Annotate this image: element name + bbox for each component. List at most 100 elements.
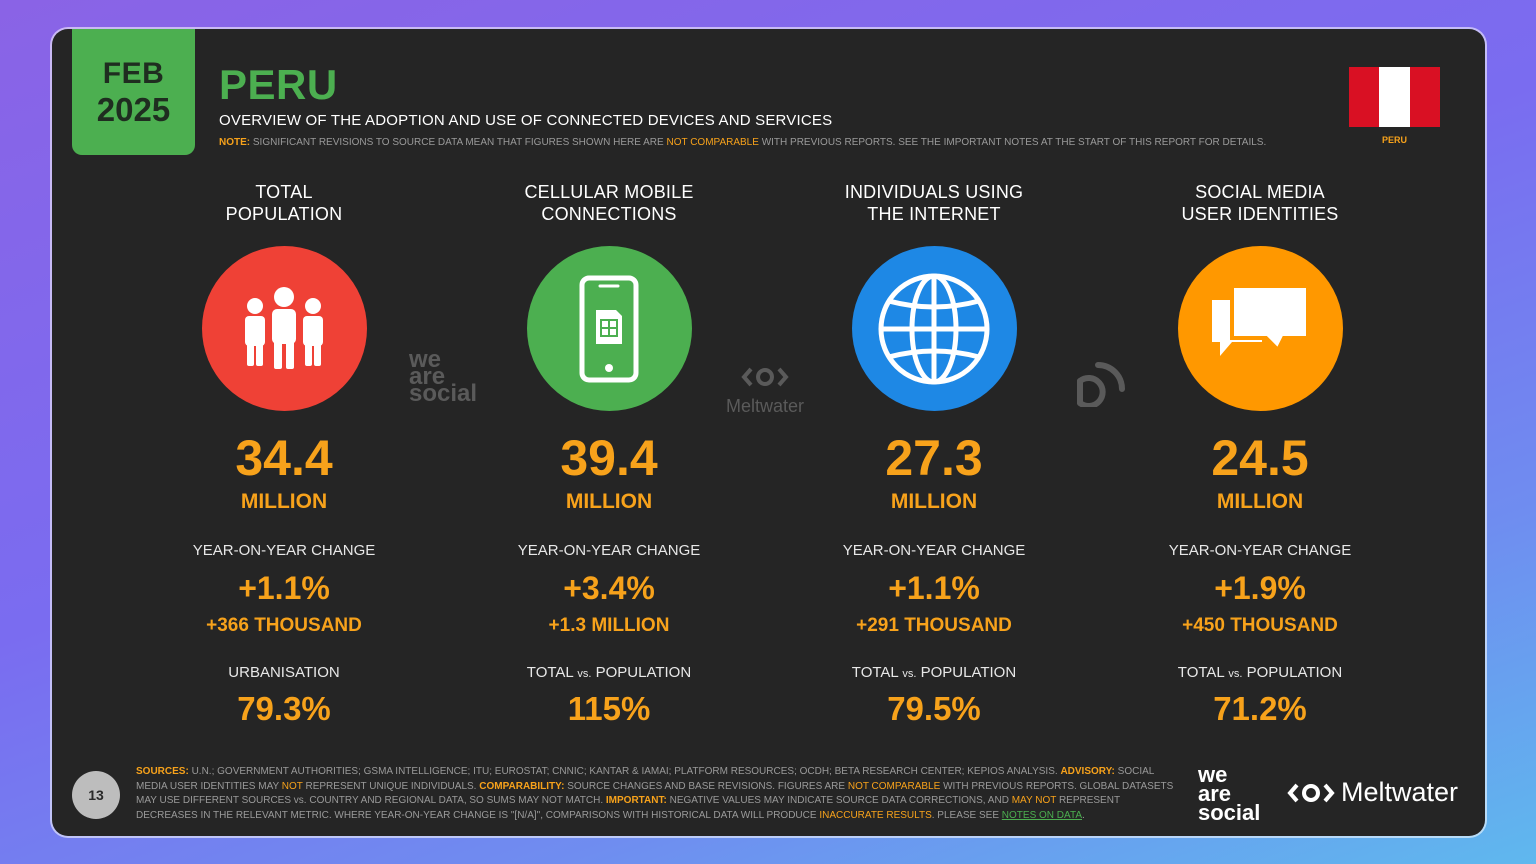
secondary-label-a: TOTAL — [851, 664, 899, 681]
notes-on-data-link[interactable]: NOTES ON DATA — [1001, 809, 1082, 821]
page-number: 13 — [72, 771, 120, 819]
yoy-absolute: +450 THOUSAND — [1182, 615, 1338, 636]
secondary-label-b: POPULATION — [1246, 664, 1343, 681]
secondary-label: URBANISATION — [228, 664, 340, 681]
secondary-label: TOTAL vs. POPULATION — [794, 665, 1074, 680]
meltwater-logo: Meltwater — [1287, 777, 1458, 808]
yoy-label: YEAR-ON-YEAR CHANGE — [1168, 542, 1352, 559]
stat-social-media: SOCIAL MEDIA USER IDENTITIES 24.5 MILLIO… — [1120, 181, 1400, 725]
meltwater-watermark-text: Meltwater — [726, 396, 805, 416]
date-badge: FEB 2025 — [72, 29, 195, 155]
secondary-label-a: TOTAL — [526, 664, 574, 681]
comparability-not: NOT COMPARABLE — [847, 780, 941, 792]
stat-unit: MILLION — [890, 490, 978, 513]
page-subtitle: OVERVIEW OF THE ADOPTION AND USE OF CONN… — [219, 112, 833, 129]
note-line: NOTE: SIGNIFICANT REVISIONS TO SOURCE DA… — [219, 137, 1266, 148]
meltwater-logo-text: Meltwater — [1341, 777, 1459, 807]
stat-heading: SOCIAL MEDIA USER IDENTITIES — [1120, 181, 1400, 225]
stat-heading-line-2: USER IDENTITIES — [1181, 204, 1339, 224]
logo-was-1: we — [1198, 762, 1228, 787]
secondary-label-vs: vs. — [577, 668, 592, 680]
stat-heading-line-1: TOTAL — [255, 182, 313, 202]
logo-was-3: social — [1198, 800, 1261, 825]
secondary-label-a: TOTAL — [1177, 664, 1225, 681]
stat-value: 34.4 — [235, 430, 333, 486]
date-month: FEB — [102, 56, 165, 90]
mobile-phone-icon — [526, 246, 692, 411]
stat-heading: TOTAL POPULATION — [144, 181, 424, 225]
stat-value: 27.3 — [885, 430, 983, 486]
sources-text: U.N.; GOVERNMENT AUTHORITIES; GSMA INTEL… — [191, 766, 1058, 777]
yoy-absolute: +1.3 MILLION — [548, 615, 670, 636]
secondary-label: TOTAL vs. POPULATION — [1120, 665, 1400, 680]
yoy-percent: +1.1% — [238, 570, 330, 606]
stat-value: 24.5 — [1211, 430, 1309, 486]
we-are-social-logo: we are social — [1198, 762, 1261, 825]
secondary-value: 79.5% — [887, 690, 981, 727]
yoy-percent: +1.1% — [888, 570, 980, 606]
logo-was-2: are — [1198, 781, 1232, 806]
datareportal-watermark-icon — [1072, 351, 1128, 412]
advisory-text-2: REPRESENT UNIQUE INDIVIDUALS. — [305, 780, 477, 792]
stat-heading-line-1: SOCIAL MEDIA — [1195, 182, 1325, 202]
yoy-label: YEAR-ON-YEAR CHANGE — [517, 542, 701, 559]
footer-sources: SOURCES: U.N.; GOVERNMENT AUTHORITIES; G… — [136, 765, 1176, 823]
stat-heading-line-1: CELLULAR MOBILE — [524, 182, 694, 202]
globe-icon — [851, 246, 1017, 411]
stat-heading-line-2: POPULATION — [225, 204, 343, 224]
footer-period: . — [1082, 809, 1085, 821]
watermark-was-3: social — [409, 380, 478, 407]
comparability-text-2: WITH PREVIOUS REPORTS. GLOBAL DATASETS M… — [136, 780, 1174, 807]
advisory-not: NOT — [281, 780, 303, 792]
secondary-label-vs: vs. — [1228, 668, 1243, 680]
stat-internet-users: INDIVIDUALS USING THE INTERNET 27.3 MILL… — [794, 181, 1074, 725]
speech-bubbles-icon — [1177, 246, 1343, 411]
stat-heading-line-2: THE INTERNET — [867, 204, 1001, 224]
flag-label: PERU — [1381, 135, 1407, 145]
we-are-social-watermark: we are social — [409, 348, 477, 406]
advisory-text-1: SOCIAL MEDIA USER IDENTITIES MAY — [136, 766, 1154, 792]
stat-unit: MILLION — [240, 490, 328, 513]
stat-heading-line-1: INDIVIDUALS USING — [844, 182, 1024, 202]
advisory-label: ADVISORY: — [1060, 766, 1115, 777]
comparability-label: COMPARABILITY: — [479, 780, 565, 792]
stat-cellular-connections: CELLULAR MOBILE CONNECTIONS 39.4 MILLION… — [469, 181, 749, 725]
inaccurate-results: INACCURATE RESULTS — [819, 809, 932, 821]
note-highlight: NOT COMPARABLE — [666, 137, 759, 148]
page-title: PERU — [219, 61, 338, 108]
note-text-1: SIGNIFICANT REVISIONS TO SOURCE DATA MEA… — [252, 137, 664, 148]
meltwater-logo-icon — [1287, 783, 1335, 802]
peru-flag-icon — [1349, 67, 1440, 127]
sources-label: SOURCES: — [136, 766, 189, 777]
stat-heading: INDIVIDUALS USING THE INTERNET — [794, 181, 1074, 225]
secondary-value: 71.2% — [1213, 690, 1307, 727]
stat-unit: MILLION — [1216, 490, 1304, 513]
slide: FEB 2025 PERU OVERVIEW OF THE ADOPTION A… — [52, 29, 1485, 836]
note-text-2: WITH PREVIOUS REPORTS. SEE THE IMPORTANT… — [761, 137, 1267, 148]
secondary-label-b: POPULATION — [920, 664, 1017, 681]
secondary-value: 79.3% — [237, 690, 331, 727]
secondary-value: 115% — [567, 690, 651, 727]
comparability-text-1: SOURCE CHANGES AND BASE REVISIONS. FIGUR… — [567, 780, 846, 792]
important-text-2: REPRESENT DECREASES IN THE RELEVANT METR… — [136, 795, 1120, 821]
note-label: NOTE: — [219, 137, 251, 148]
meltwater-watermark: Meltwater — [726, 365, 804, 417]
important-text-1: NEGATIVE VALUES MAY INDICATE SOURCE DATA… — [669, 795, 1009, 806]
stat-value: 39.4 — [560, 430, 658, 486]
yoy-percent: +3.4% — [563, 570, 655, 606]
yoy-absolute: +291 THOUSAND — [856, 615, 1012, 636]
important-may-not: MAY NOT — [1011, 795, 1057, 806]
yoy-absolute: +366 THOUSAND — [206, 615, 362, 636]
stat-unit: MILLION — [565, 490, 653, 513]
people-icon — [201, 246, 367, 411]
meltwater-logo-icon — [741, 367, 789, 387]
secondary-label-vs: vs. — [902, 668, 917, 680]
please-see: . PLEASE SEE — [931, 809, 1000, 821]
stat-total-population: TOTAL POPULATION — [144, 181, 424, 725]
important-label: IMPORTANT: — [605, 795, 667, 806]
yoy-label: YEAR-ON-YEAR CHANGE — [192, 542, 376, 559]
stat-heading: CELLULAR MOBILE CONNECTIONS — [469, 181, 749, 225]
secondary-label: TOTAL vs. POPULATION — [469, 665, 749, 680]
date-year: 2025 — [96, 90, 171, 128]
secondary-label-b: POPULATION — [595, 664, 692, 681]
